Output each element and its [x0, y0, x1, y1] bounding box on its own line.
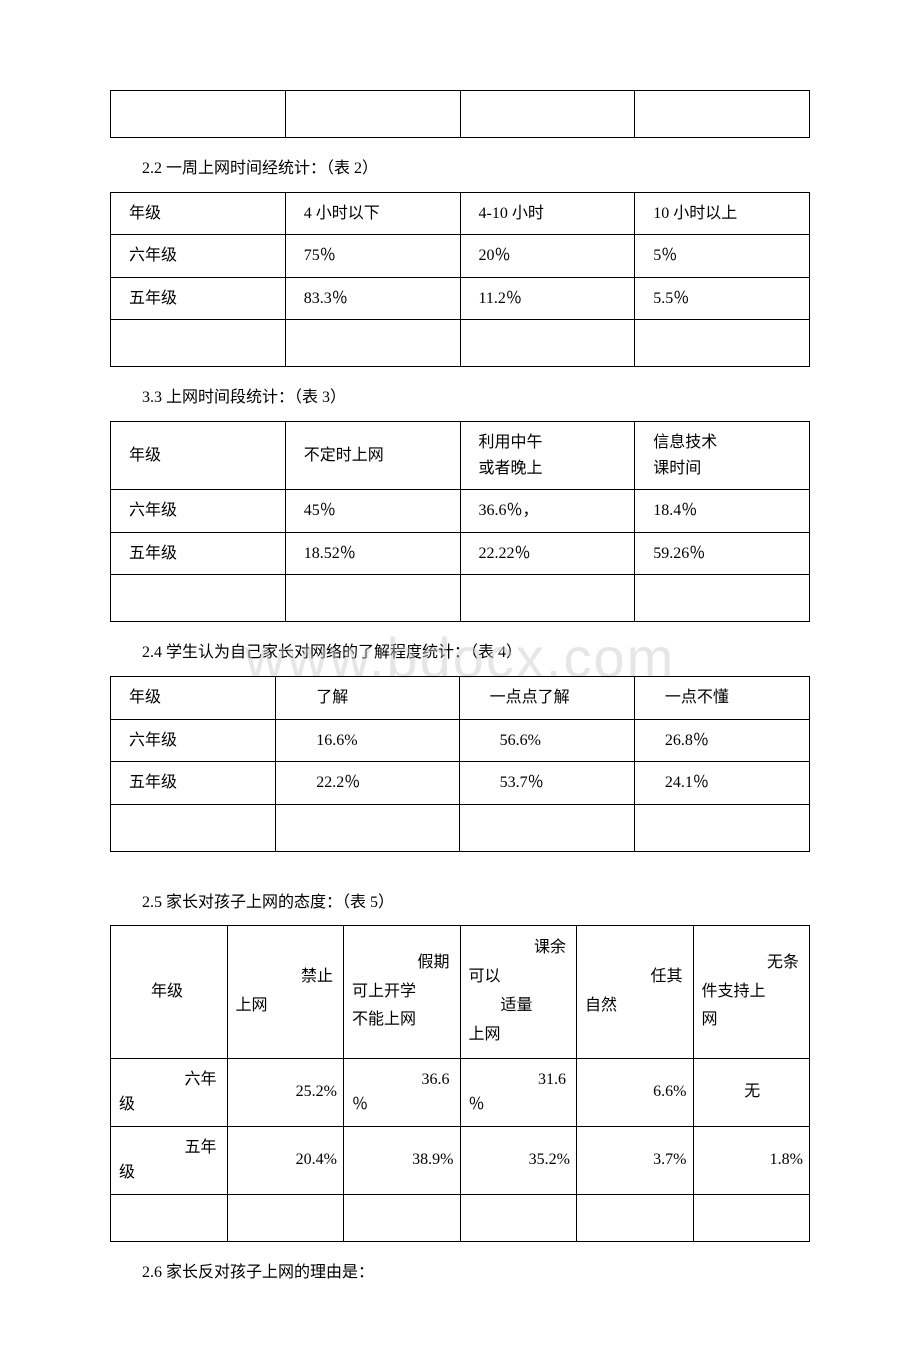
cell: 六年级 [111, 490, 286, 533]
header-cell: 年级 [111, 421, 286, 489]
cell: 5.5％ [635, 277, 810, 320]
cell: 53.7％ [459, 762, 634, 805]
cell: 5％ [635, 235, 810, 278]
header-cell: 10 小时以上 [635, 192, 810, 235]
table-row: 年级 4 小时以下 4-10 小时 10 小时以上 [111, 192, 810, 235]
header-cell: 4-10 小时 [460, 192, 635, 235]
header-cell: 无条 件支持上 网 [693, 926, 810, 1058]
header-cell: 年级 [111, 676, 276, 719]
cell: 11.2％ [460, 277, 635, 320]
table-row: 年级 禁止 上网 假期 可上开学 不能上网 课余 可以 适量 上网 任其 自然 [111, 926, 810, 1058]
header-cell: 一点点了解 [459, 676, 634, 719]
table-row: 六年 级 25.2% 36.6 ％ 31.6 ％ 6.6% 无 [111, 1058, 810, 1126]
header-cell: 利用中午 或者晚上 [460, 421, 635, 489]
table-5: 年级 禁止 上网 假期 可上开学 不能上网 课余 可以 适量 上网 任其 自然 [110, 925, 810, 1242]
cell: 3.7% [577, 1126, 694, 1194]
cell: 26.8％ [634, 719, 809, 762]
cell [285, 91, 460, 138]
table-row [111, 575, 810, 622]
header-cell: 禁止 上网 [227, 926, 344, 1058]
cell: 22.2％ [276, 762, 459, 805]
table-3: 年级 不定时上网 利用中午 或者晚上 信息技术 课时间 六年级 45％ 36.6… [110, 421, 810, 622]
cell: 45％ [285, 490, 460, 533]
cell: 五年级 [111, 762, 276, 805]
cell [635, 91, 810, 138]
cell: 25.2% [227, 1058, 344, 1126]
cell: 六年级 [111, 719, 276, 762]
cell [460, 91, 635, 138]
table-1-stub [110, 90, 810, 138]
cell: 无 [693, 1058, 810, 1126]
table-row: 六年级 16.6% 56.6% 26.8％ [111, 719, 810, 762]
table-row [111, 804, 810, 851]
cell: 38.9% [344, 1126, 461, 1194]
table-row [111, 1194, 810, 1241]
cell: 6.6% [577, 1058, 694, 1126]
caption-table-3: 3.3 上网时间段统计：（表 3） [110, 385, 810, 411]
cell: 36.6 ％ [344, 1058, 461, 1126]
caption-table-2: 2.2 一周上网时间经统计：（表 2） [110, 156, 810, 182]
cell: 20.4% [227, 1126, 344, 1194]
header-cell: 信息技术 课时间 [635, 421, 810, 489]
table-row: 五年级 22.2％ 53.7％ 24.1％ [111, 762, 810, 805]
table-row: 五年 级 20.4% 38.9% 35.2% 3.7% 1.8% [111, 1126, 810, 1194]
table-4: 年级 了解 一点点了解 一点不懂 六年级 16.6% 56.6% 26.8％ 五… [110, 676, 810, 852]
header-cell: 年级 [111, 192, 286, 235]
header-cell: 假期 可上开学 不能上网 [344, 926, 461, 1058]
table-row: 年级 了解 一点点了解 一点不懂 [111, 676, 810, 719]
table-row: 六年级 75％ 20％ 5％ [111, 235, 810, 278]
header-cell: 课余 可以 适量 上网 [460, 926, 577, 1058]
header-cell: 不定时上网 [285, 421, 460, 489]
cell: 59.26％ [635, 532, 810, 575]
caption-table-4: 2.4 学生认为自己家长对网络的了解程度统计：（表 4） [110, 640, 810, 666]
cell: 16.6% [276, 719, 459, 762]
cell: 22.22％ [460, 532, 635, 575]
table-row [111, 320, 810, 367]
cell: 24.1％ [634, 762, 809, 805]
header-cell: 4 小时以下 [285, 192, 460, 235]
cell: 18.52％ [285, 532, 460, 575]
table-row: 五年级 18.52％ 22.22％ 59.26％ [111, 532, 810, 575]
cell: 六年级 [111, 235, 286, 278]
header-cell: 任其 自然 [577, 926, 694, 1058]
cell: 1.8% [693, 1126, 810, 1194]
cell: 五年级 [111, 532, 286, 575]
header-cell: 了解 [276, 676, 459, 719]
cell: 31.6 ％ [460, 1058, 577, 1126]
cell: 75％ [285, 235, 460, 278]
header-cell: 一点不懂 [634, 676, 809, 719]
table-row [111, 91, 810, 138]
caption-section-6: 2.6 家长反对孩子上网的理由是： [110, 1260, 810, 1286]
cell: 18.4％ [635, 490, 810, 533]
cell: 六年 级 [111, 1058, 228, 1126]
cell [111, 91, 286, 138]
caption-table-5: 2.5 家长对孩子上网的态度：（表 5） [110, 890, 810, 916]
header-cell: 年级 [111, 926, 228, 1058]
table-row: 年级 不定时上网 利用中午 或者晚上 信息技术 课时间 [111, 421, 810, 489]
table-2: 年级 4 小时以下 4-10 小时 10 小时以上 六年级 75％ 20％ 5％… [110, 192, 810, 368]
cell: 56.6% [459, 719, 634, 762]
cell: 36.6％， [460, 490, 635, 533]
table-row: 五年级 83.3％ 11.2％ 5.5％ [111, 277, 810, 320]
cell: 五年 级 [111, 1126, 228, 1194]
cell: 35.2% [460, 1126, 577, 1194]
cell: 20％ [460, 235, 635, 278]
table-row: 六年级 45％ 36.6％， 18.4％ [111, 490, 810, 533]
cell: 五年级 [111, 277, 286, 320]
cell: 83.3％ [285, 277, 460, 320]
